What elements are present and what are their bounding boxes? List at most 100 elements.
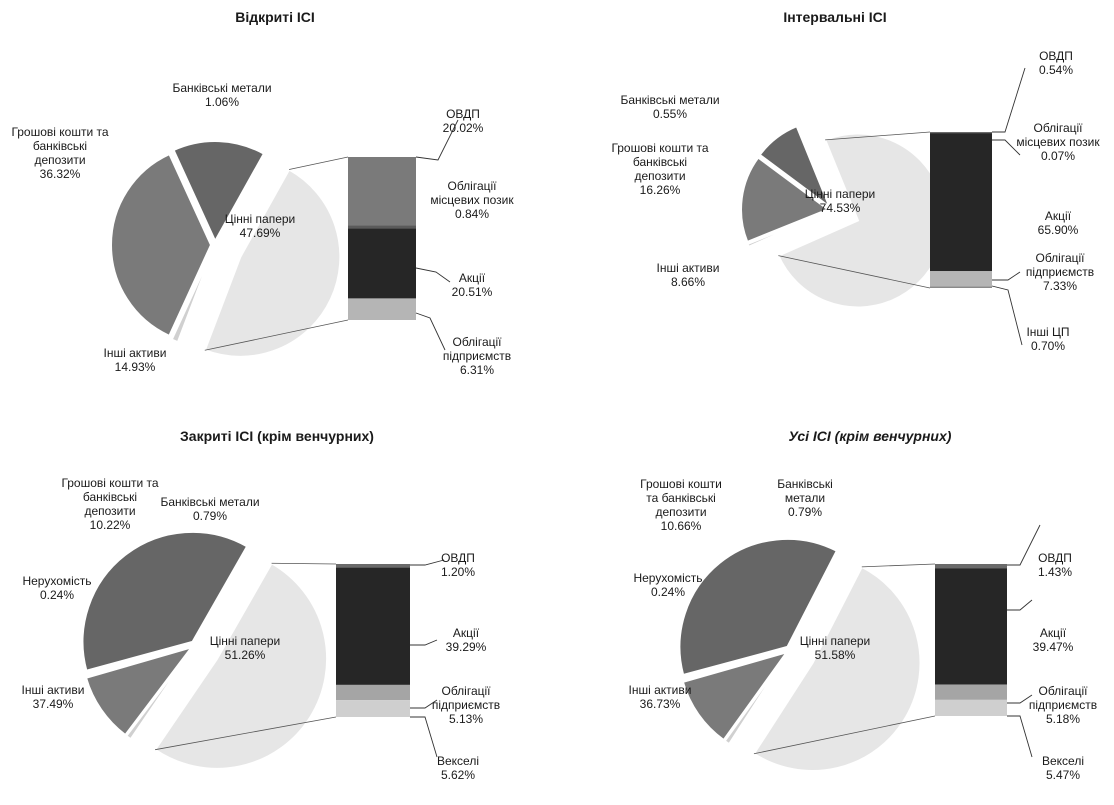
breakdown-label: Акції 65.90% [1038,209,1079,237]
slice-label-line: 0.55% [653,107,687,121]
breakdown-label: Векселі 5.47% [1042,754,1084,782]
slice-label-line: Грошові кошти [640,477,722,491]
breakdown-label-line: 5.13% [449,712,483,726]
slice-label-line: Цінні папери [805,187,876,201]
pie-slice [124,647,194,741]
pie-slice [740,156,831,244]
pie-slice [81,530,249,672]
breakdown-label: ОВДП 1.20% [441,551,475,579]
slice-label-line: депозити [634,169,685,183]
leader-line [410,716,438,758]
slice-label-line: 0.24% [651,585,685,599]
breakdown-label-line: 5.18% [1046,712,1080,726]
breakdown-label: Облігації місцевих позик 0.07% [1016,121,1100,163]
connector-line [204,319,349,351]
pie-slice [758,124,832,210]
slice-label-line: 36.73% [640,697,681,711]
breakdown-label: Інші ЦП 0.70% [1026,325,1069,353]
slice-label: Цінні папери 51.58% [800,634,871,662]
slice-label-line: 47.69% [240,226,281,240]
breakdown-segment [336,567,410,685]
breakdown-label-line: 0.07% [1041,149,1075,163]
breakdown-segment [930,132,992,134]
breakdown-label: ОВДП 1.43% [1038,551,1072,579]
slice-label-line: та банківські [646,491,716,505]
leader-line [1007,524,1041,566]
breakdown-label-line: 20.02% [443,121,484,135]
slice-label: Інші активи 8.66% [657,261,720,289]
breakdown-label-line: ОВДП [441,551,475,565]
slice-label-line: 16.26% [640,183,681,197]
chart-title: Відкриті ІСІ [235,9,315,25]
breakdown-label-line: 0.70% [1031,339,1065,353]
slice-label-line: метали [785,491,825,505]
connector-line [861,563,936,568]
slice-label: Грошові кошти та банківські депозити 10.22% [61,476,158,532]
pie-slice [746,210,829,249]
breakdown-segment [348,157,416,226]
breakdown-segment [935,684,1007,700]
slice-label: Інші активи 37.49% [22,683,85,711]
breakdown-label-line: Облігації [442,684,492,698]
breakdown-label: Облігації підприємств 7.33% [1026,251,1094,293]
breakdown-label-line: підприємств [1026,265,1094,279]
leader-line [415,267,451,283]
leader-line [992,67,1026,133]
breakdown-label-line: 65.90% [1038,223,1079,237]
pie-slice [110,152,213,338]
breakdown-label-line: 5.62% [441,768,475,782]
slice-label-line: 36.32% [40,167,81,181]
slice-label: Нерухомість 0.24% [22,574,91,602]
slice-label-line: Банківські [777,477,833,491]
breakdown-label-line: Акції [1040,626,1067,640]
slice-label: Інші активи 36.73% [629,683,692,711]
breakdown-segment [930,271,992,287]
breakdown-label: Акції 39.47% [1033,626,1074,654]
chart-panel-2: Інтервальні ІСІ Цінні папери 74.53% Інші ак… [611,9,1100,353]
slice-label-line: депозити [84,504,135,518]
chart-panel-3: Закриті ІСІ (крім венчурних) Цінні папери… [22,428,501,782]
pie-slice [203,168,342,358]
slice-label-line: Інші активи [629,683,692,697]
slice-label-line: 10.22% [90,518,131,532]
slice-label-line: Нерухомість [633,571,702,585]
breakdown-segment [336,684,410,701]
breakdown-label-line: 6.31% [460,363,494,377]
connector-line [753,715,936,755]
slice-label-line: Банківські метали [160,495,259,509]
leader-line [415,119,459,161]
pie-slice [681,650,790,742]
leader-line [1007,599,1033,611]
slice-label: Цінні папери 47.69% [225,212,296,240]
breakdown-label-line: ОВДП [1039,49,1073,63]
breakdown-label-line: Облігації [1034,121,1084,135]
slice-label-line: Інші активи [104,346,167,360]
slice-label-line: 0.79% [788,505,822,519]
slice-label: Цінні папери 74.53% [805,187,876,215]
breakdown-label: Облігації підприємств 6.31% [443,335,511,377]
breakdown-label: Акції 20.51% [452,271,493,299]
breakdown-segment [336,700,410,717]
slice-label: Грошові кошти та банківські депозити 10.66% [640,477,722,533]
breakdown-segment [348,228,416,299]
breakdown-segment [935,568,1007,685]
slice-label-line: Банківські метали [620,93,719,107]
breakdown-label-line: 5.47% [1046,768,1080,782]
slice-label-line: 0.24% [40,588,74,602]
breakdown-label-line: Векселі [437,754,479,768]
connector-line [778,255,931,289]
slice-label-line: 14.93% [115,360,156,374]
breakdown-segment [935,564,1007,569]
leader-line [410,699,438,709]
slice-label-line: банківські [83,490,137,504]
pie-slice [723,652,789,746]
slice-label-line: банківські [33,139,87,153]
slice-label: Банківські метали 0.79% [777,477,833,519]
breakdown-label-line: місцевих позик [1016,135,1100,149]
slice-label-line: Інші активи [22,683,85,697]
breakdown-segment [348,225,416,229]
pie-slice [680,650,787,682]
slice-label: Банківські метали 0.79% [160,495,259,523]
slice-label-line: 74.53% [820,201,861,215]
